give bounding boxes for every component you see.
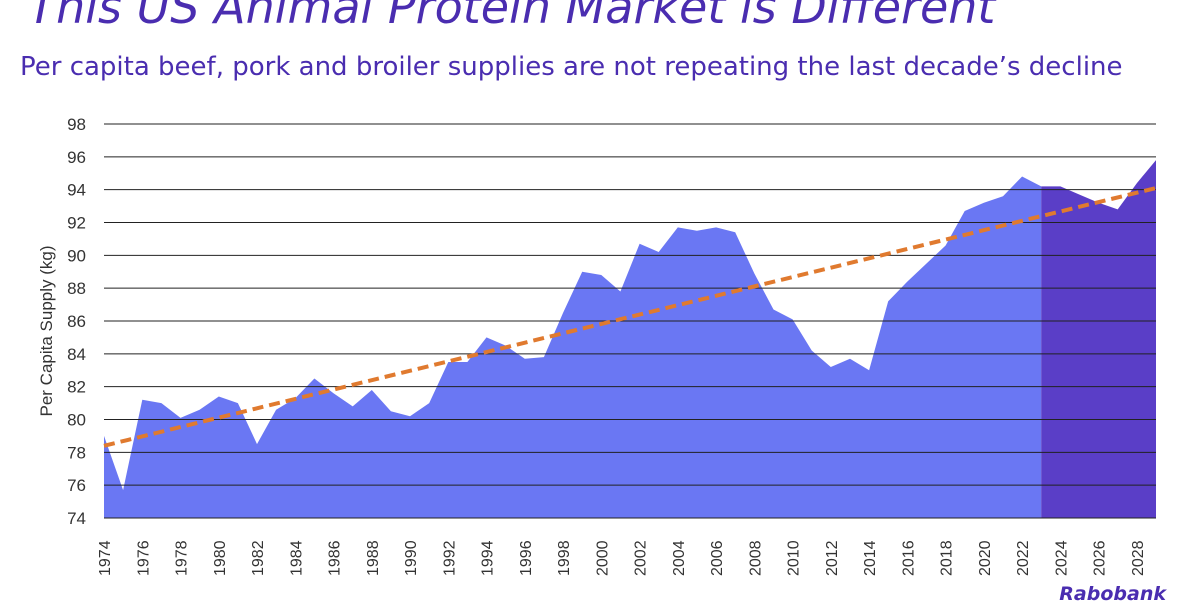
x-tick-label: 2016 <box>900 540 917 576</box>
chart-title: This US Animal Protein Market is Differe… <box>28 0 996 34</box>
y-axis-label: Per Capita Supply (kg) <box>37 245 56 416</box>
x-tick-label: 1990 <box>403 540 420 576</box>
y-tick-label: 74 <box>67 509 86 528</box>
x-tick-label: 2002 <box>633 540 650 576</box>
x-tick-label: 1998 <box>556 540 573 576</box>
x-tick-label: 2010 <box>786 540 803 576</box>
x-tick-label: 1994 <box>480 540 497 576</box>
x-tick-label: 2020 <box>977 540 994 576</box>
y-tick-label: 92 <box>67 214 86 233</box>
x-tick-label: 1988 <box>365 540 382 576</box>
historical-area <box>104 176 1042 518</box>
x-axis-tick-labels: 1974 1976 1978 1980 1982 1984 1986 1988 1990 1992… <box>97 540 1147 576</box>
x-tick-label: 1984 <box>288 540 305 576</box>
x-tick-label: 1980 <box>212 540 229 576</box>
y-tick-label: 76 <box>67 476 86 495</box>
y-tick-label: 86 <box>67 312 86 331</box>
y-tick-label: 98 <box>67 115 86 134</box>
y-tick-label: 88 <box>67 279 86 298</box>
x-tick-label: 1974 <box>97 540 114 576</box>
x-tick-label: 2000 <box>594 540 611 576</box>
x-tick-label: 1992 <box>441 540 458 576</box>
y-tick-label: 84 <box>67 345 86 364</box>
y-tick-label: 80 <box>67 411 86 430</box>
rabobank-logo: Rabobank <box>1059 583 1166 605</box>
y-tick-label: 78 <box>67 443 86 462</box>
y-tick-label: 90 <box>67 246 86 265</box>
trendline-layer <box>103 186 1157 448</box>
x-tick-label: 2024 <box>1053 540 1070 576</box>
x-tick-label: 1978 <box>174 540 191 576</box>
y-tick-label: 82 <box>67 378 86 397</box>
area-layer <box>104 160 1156 518</box>
x-tick-label: 1976 <box>135 540 152 576</box>
x-tick-label: 2006 <box>709 540 726 576</box>
x-tick-label: 1982 <box>250 540 267 576</box>
x-tick-label: 1996 <box>518 540 535 576</box>
y-tick-label: 94 <box>67 181 86 200</box>
x-tick-label: 2028 <box>1130 540 1147 576</box>
x-tick-label: 1986 <box>327 540 344 576</box>
forecast-area <box>1041 160 1156 518</box>
x-tick-label: 2026 <box>1092 540 1109 576</box>
x-tick-label: 2012 <box>824 540 841 576</box>
y-tick-label: 96 <box>67 148 86 167</box>
y-axis-tick-labels: 74 76 78 80 82 84 86 88 90 92 94 96 98 <box>67 115 86 528</box>
x-tick-label: 2022 <box>1015 540 1032 576</box>
x-tick-label: 2018 <box>939 540 956 576</box>
x-tick-label: 2004 <box>671 540 688 576</box>
x-tick-label: 2008 <box>747 540 764 576</box>
trendline <box>103 186 1157 448</box>
chart-subtitle: Per capita beef, pork and broiler suppli… <box>20 52 1123 82</box>
x-tick-label: 2014 <box>862 540 879 576</box>
gridlines <box>104 123 1156 519</box>
